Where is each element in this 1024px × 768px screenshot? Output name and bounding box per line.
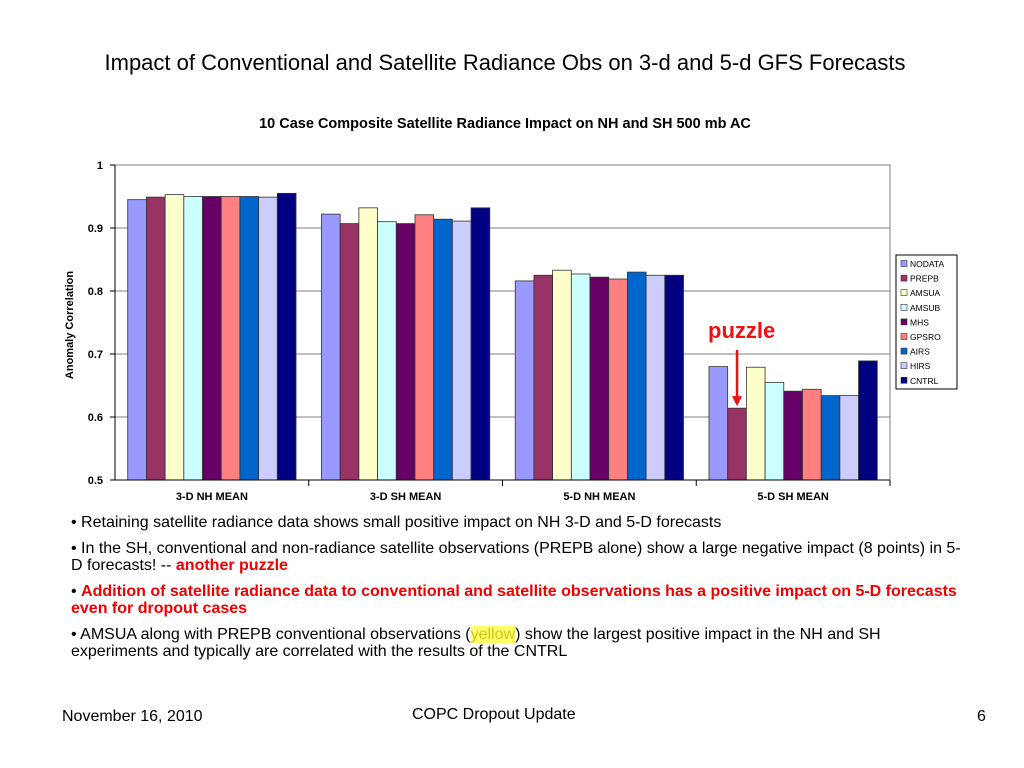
legend-swatch [900,347,908,355]
footer-date: November 16, 2010 [62,708,203,725]
bar-gpsro [608,278,628,481]
bullet-text: • AMSUA along with PREPB conventional ob… [71,626,471,643]
bar-mhs [395,223,416,481]
legend-swatch [900,318,908,326]
bullet-item: • In the SH, conventional and non-radian… [71,540,961,574]
footer-title: COPC Dropout Update [412,706,576,723]
bar-amsub [377,221,397,481]
chart-svg: 10 Case Composite Satellite Radiance Imp… [64,116,958,503]
bar-airs [433,218,453,481]
legend-label: AMSUB [910,303,941,313]
legend-swatch [900,304,908,311]
bar-amsua [552,269,572,481]
legend-label: HIRS [910,361,931,371]
y-tick-label: 0.6 [88,412,103,424]
bar-prepb [339,223,360,481]
annotation-arrow-head [732,396,743,407]
legend-swatch [900,376,908,384]
bar-mhs [202,196,222,481]
axes: 0.5 0.6 0.7 0.8 0.9 1 3-D NH MEAN 3-D SH MEAN 5-… [88,160,891,503]
x-tick-label: 5-D NH MEAN [563,491,635,503]
legend-label: AMSUA [910,288,941,298]
y-tick-label: 0.8 [88,286,103,298]
bar-airs [627,271,647,481]
bar-hirs [258,196,278,481]
bar-hirs [451,220,472,481]
bar-gpsro [414,214,435,481]
bar-amsua [358,207,378,481]
bar-prepb [146,196,166,481]
footer-page-number: 6 [977,708,986,725]
bar-mhs [783,390,803,481]
x-tick-label: 3-D NH MEAN [176,491,248,503]
bar-amsub [764,381,785,481]
bar-cntrl [664,274,684,481]
bar-mhs [589,276,610,481]
slide-title: Impact of Conventional and Satellite Rad… [104,50,906,75]
legend-swatch [900,289,908,296]
legend-label: AIRS [910,347,930,357]
bullet-text: ) show the largest positive impact in th… [71,626,881,660]
bar-amsub [183,196,203,481]
legend: NODATA PREPB AMSUA AMSUB MHS GPSRO AIRS HIRS CNT… [895,254,958,390]
bar-gpsro [802,388,822,481]
y-tick-label: 0.5 [88,475,103,487]
bar-nodata [514,280,535,481]
chart-title: 10 Case Composite Satellite Radiance Imp… [259,116,751,132]
bar-cntrl [858,360,878,481]
bar-hirs [839,395,859,481]
legend-swatch [900,333,908,340]
bullet-text: • Retaining satellite radiance data show… [71,514,722,531]
y-tick-label: 0.9 [88,223,103,235]
bullet-emphasis: Addition of satellite radiance data to c… [71,583,957,617]
bullet-text: • In the SH, conventional and non-radian… [71,540,961,574]
bullet-item: • AMSUA along with PREPB conventional ob… [71,626,961,660]
bars [127,192,878,481]
bullet-text: • [71,583,82,600]
legend-label: PREPB [910,274,939,284]
bar-nodata [708,366,729,481]
y-axis-label: Anomaly Correlation [64,271,76,379]
bar-nodata [127,199,147,481]
bar-hirs [645,274,666,481]
bullet-item: • Retaining satellite radiance data show… [71,514,961,531]
y-tick-label: 0.7 [88,349,103,361]
legend-swatch [900,362,908,370]
bar-nodata [321,213,341,481]
puzzle-annotation: puzzle [708,318,776,343]
chart: 10 Case Composite Satellite Radiance Imp… [55,105,965,510]
bar-cntrl [470,207,491,481]
legend-swatch [900,274,908,282]
legend-label: MHS [910,317,929,327]
y-tick-label: 1 [97,160,103,172]
bar-prepb [533,274,554,481]
bullet-item: • Addition of satellite radiance data to… [71,583,961,617]
bar-airs [820,395,841,481]
bar-amsua [164,194,185,481]
legend-swatch [900,260,908,267]
legend-label: NODATA [910,259,944,269]
legend-label: GPSRO [910,332,941,342]
legend-label: CNTRL [910,376,939,386]
bar-prepb [727,407,747,481]
bullet-emphasis: yellow [470,626,516,643]
bar-amsua [745,366,766,481]
x-tick-label: 5-D SH MEAN [757,491,829,503]
bar-cntrl [276,192,297,481]
bar-amsub [570,273,591,481]
x-tick-label: 3-D SH MEAN [370,491,442,503]
bullet-emphasis: another puzzle [175,557,288,574]
bullet-list: • Retaining satellite radiance data show… [71,514,961,669]
bar-airs [239,196,260,481]
bar-gpsro [220,196,241,481]
